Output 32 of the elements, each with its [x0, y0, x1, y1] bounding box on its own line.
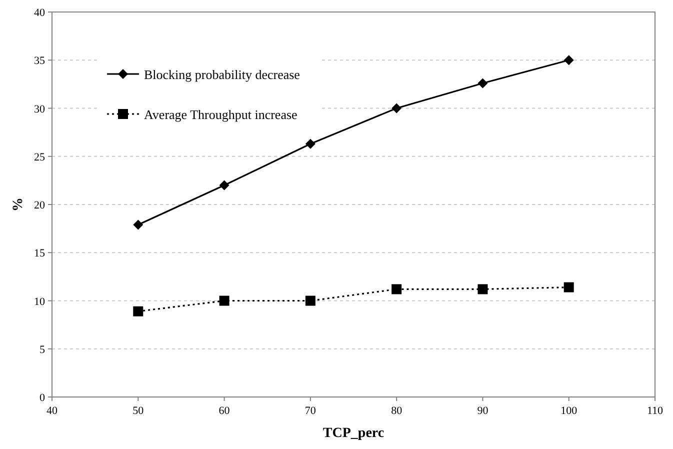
y-tick-label: 40	[34, 7, 46, 19]
y-tick-label: 0	[40, 392, 46, 404]
y-tick-label: 35	[34, 55, 46, 68]
point	[219, 180, 230, 190]
y-tick-label: 10	[34, 296, 46, 308]
x-tick-label: 60	[218, 405, 230, 417]
x-tick-label: 80	[391, 405, 403, 417]
x-tick-label: 70	[304, 405, 316, 417]
y-tick-label: 20	[34, 200, 46, 212]
point	[305, 296, 316, 306]
point	[478, 78, 488, 88]
point	[564, 55, 574, 66]
point	[564, 282, 574, 292]
point	[392, 103, 402, 114]
y-tick-label: 25	[34, 151, 46, 164]
x-axis-title: TCP_perc	[322, 426, 384, 441]
y-tick-label: 30	[34, 103, 46, 116]
point	[305, 138, 316, 149]
point	[392, 284, 402, 294]
y-axis-title: %	[11, 198, 26, 212]
y-tick-label: 5	[40, 344, 46, 356]
point	[133, 306, 144, 316]
x-tick-label: 90	[477, 405, 489, 417]
x-tick-label: 50	[132, 405, 144, 417]
x-tick-label: 100	[560, 405, 578, 417]
y-tick-label: 15	[34, 248, 46, 260]
point	[219, 296, 230, 306]
legend-label: Blocking probability decrease	[144, 67, 300, 82]
point	[478, 284, 488, 294]
x-tick-label: 110	[646, 405, 664, 417]
point	[133, 220, 144, 230]
legend-label: Average Throughput increase	[144, 107, 298, 122]
